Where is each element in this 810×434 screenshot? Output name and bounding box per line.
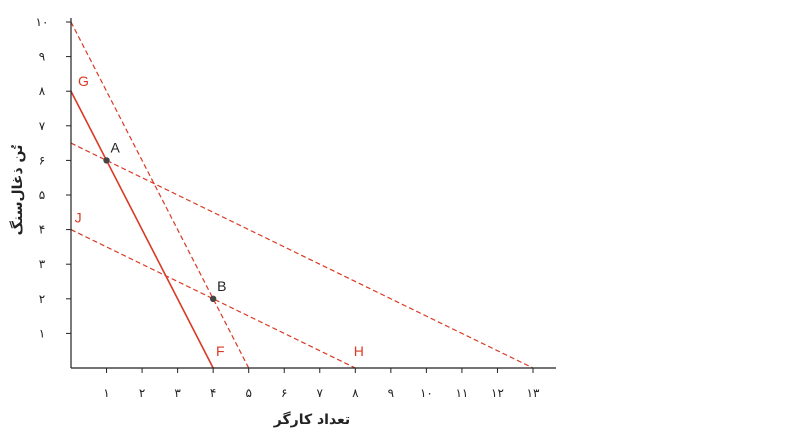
- x-tick-label: ۶: [281, 386, 287, 400]
- x-tick-label: ۳: [174, 386, 181, 400]
- y-tick-label: ۸: [39, 84, 46, 98]
- line-upper-dashed: [70, 142, 534, 369]
- axes: [70, 18, 556, 369]
- y-axis-title: تُن ذغال‌سنگ: [9, 145, 26, 236]
- x-tick-label: ۱: [103, 386, 109, 400]
- point-label-B: B: [217, 278, 226, 294]
- x-tick-label: ۷: [317, 386, 324, 400]
- x-tick-label: ۹: [388, 386, 394, 400]
- point-label-A: A: [111, 139, 121, 155]
- plot-lines: [70, 21, 534, 369]
- y-tick-label: ۲: [39, 292, 45, 306]
- x-tick-label: ۱۱: [455, 386, 468, 400]
- x-tick-label: ۵: [245, 386, 251, 400]
- line-label-F: F: [216, 343, 225, 359]
- x-tick-label: ۲: [139, 386, 145, 400]
- y-tick-label: ۳: [39, 257, 46, 271]
- point-B: [209, 295, 217, 302]
- x-tick-label: ۱۳: [527, 386, 540, 400]
- x-tick-label: ۱۲: [491, 386, 504, 400]
- y-tick-label: ۵: [39, 188, 45, 202]
- line-label-J: J: [75, 210, 82, 226]
- y-tick-label: ۱: [39, 326, 45, 340]
- x-tick-label: ۸: [352, 386, 359, 400]
- y-tick-label: ۱۰: [36, 15, 49, 29]
- y-tick-label: ۹: [39, 50, 45, 64]
- line-steep-dashed: [70, 21, 250, 369]
- line-label-H: H: [354, 343, 364, 359]
- line-label-G: G: [78, 73, 89, 89]
- line-GF: [70, 90, 214, 369]
- labels: G F J H A B: [75, 73, 364, 359]
- line-JH: [70, 229, 356, 369]
- y-tick-label: ۶: [39, 153, 45, 167]
- x-tick-label: ۴: [210, 386, 216, 400]
- y-tick-label: ۷: [39, 119, 46, 133]
- x-tick-label: ۱۰: [420, 386, 433, 400]
- y-tick-label: ۴: [39, 223, 45, 237]
- x-axis-title: تعداد کارگر: [273, 411, 350, 428]
- point-A: [103, 157, 110, 164]
